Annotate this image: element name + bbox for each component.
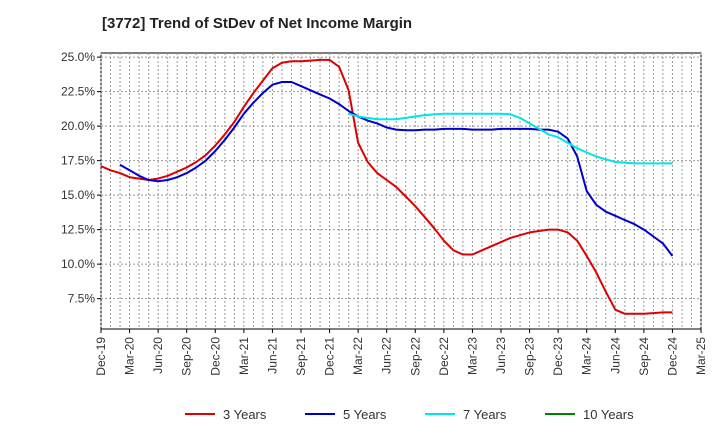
x-tick-label: Sep-21 [294, 337, 308, 376]
x-axis-ticks: Dec-19 Mar-20 Jun-20 Sep-20 Dec-20 Mar-21 Jun-… [94, 329, 708, 376]
x-tick-label: Sep-24 [637, 337, 651, 376]
x-tick-label: Sep-23 [523, 337, 537, 376]
x-tick-label: Dec-23 [551, 337, 565, 376]
y-tick-label: 10.0% [61, 257, 95, 271]
series-line-7-years [348, 112, 673, 165]
x-tick-label: Jun-24 [608, 337, 622, 374]
legend-label: 5 Years [343, 407, 387, 422]
x-tick-label: Mar-25 [694, 337, 708, 375]
y-tick-label: 25.0% [61, 50, 95, 64]
x-tick-label: Mar-22 [351, 337, 365, 375]
series-lines [100, 58, 674, 315]
y-tick-label: 17.5% [61, 154, 95, 168]
x-tick-label: Mar-21 [237, 337, 251, 375]
y-axis-ticks: 7.5% 10.0% 12.5% 15.0% 17.5% 20.0% 22.5% 25.0% [61, 50, 101, 306]
x-tick-label: Mar-23 [465, 337, 479, 375]
x-tick-label: Dec-19 [94, 337, 108, 376]
chart-title: [3772] Trend of StDev of Net Income Marg… [102, 15, 413, 32]
x-tick-label: Dec-21 [323, 337, 337, 376]
legend-label: 3 Years [223, 407, 267, 422]
x-tick-label: Sep-20 [180, 337, 194, 376]
x-tick-label: Jun-21 [265, 337, 279, 374]
legend-label: 10 Years [583, 407, 634, 422]
x-tick-label: Jun-23 [494, 337, 508, 374]
x-tick-label: Jun-22 [380, 337, 394, 374]
x-tick-label: Jun-20 [151, 337, 165, 374]
x-tick-label: Mar-24 [580, 337, 594, 375]
legend-label: 7 Years [463, 407, 507, 422]
y-tick-label: 22.5% [61, 85, 95, 99]
x-tick-label: Mar-20 [123, 337, 137, 375]
series-line-3-years [100, 58, 673, 315]
series-line-5-years [119, 81, 674, 257]
y-tick-label: 15.0% [61, 188, 95, 202]
grid-lines [100, 53, 702, 329]
x-tick-label: Dec-24 [665, 337, 679, 376]
y-tick-label: 20.0% [61, 119, 95, 133]
y-tick-label: 7.5% [68, 292, 96, 306]
x-tick-label: Sep-22 [408, 337, 422, 376]
x-tick-label: Dec-22 [437, 337, 451, 376]
x-tick-label: Dec-20 [208, 337, 222, 376]
y-tick-label: 12.5% [61, 223, 95, 237]
legend: 3 Years 5 Years 7 Years 10 Years [185, 407, 634, 422]
